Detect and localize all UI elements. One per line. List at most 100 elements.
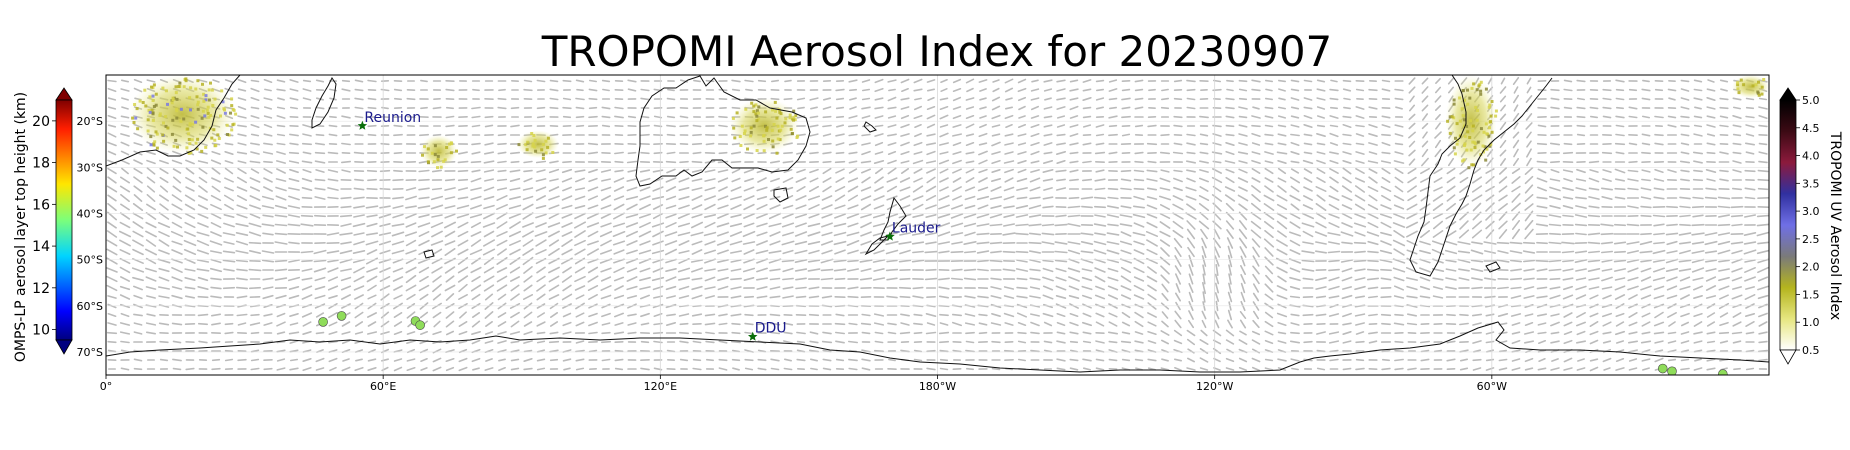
wind-arrow [1704, 240, 1718, 246]
wind-arrow [1290, 185, 1300, 193]
wind-arrow [471, 320, 481, 328]
wind-arrow [1121, 311, 1131, 319]
wind-arrow [834, 322, 846, 326]
wind-arrow [989, 213, 1003, 219]
wind-arrow [1434, 148, 1442, 158]
wind-arrow [1536, 241, 1548, 245]
wind-arrow [185, 295, 195, 299]
wind-arrow [1146, 178, 1158, 182]
wind-arrow [379, 169, 391, 173]
wind-arrow [860, 322, 872, 326]
wind-arrow [691, 277, 703, 281]
wind-arrow [1409, 95, 1415, 103]
aerosol-pixel [526, 140, 530, 144]
wind-arrow [1054, 250, 1068, 254]
wind-arrow [977, 204, 989, 210]
aerosol-pixel [762, 134, 766, 137]
wind-arrow [626, 276, 638, 282]
wind-arrow [925, 142, 937, 146]
aerosol-pixel [1463, 118, 1466, 122]
aerosol-pixel [132, 121, 136, 124]
wind-arrow [1421, 86, 1429, 94]
aerosol-pixel [1479, 89, 1483, 93]
aerosol-pixel [131, 116, 135, 120]
wind-arrow [1600, 223, 1614, 227]
wind-arrow [496, 267, 508, 273]
wind-arrow [341, 142, 351, 146]
wind-arrow [717, 268, 729, 272]
wind-arrow [145, 322, 157, 326]
wind-arrow [1705, 268, 1717, 272]
wind-arrow [912, 250, 924, 254]
wind-arrow [1535, 223, 1549, 227]
wind-arrow [1524, 331, 1534, 335]
wind-arrow [263, 124, 273, 128]
wind-arrow [1069, 133, 1079, 137]
wind-arrow [236, 313, 248, 317]
wind-arrow [132, 230, 144, 238]
wind-arrow [1081, 276, 1093, 282]
wind-arrow [1641, 151, 1651, 155]
wind-arrow [523, 349, 533, 353]
wind-arrow [979, 97, 987, 101]
wind-arrow [263, 177, 273, 183]
wind-arrow [1329, 97, 1339, 101]
wind-arrow [1173, 186, 1183, 192]
wind-arrow [1394, 168, 1404, 174]
wind-arrow [522, 239, 534, 247]
wind-arrow [430, 204, 444, 210]
wind-arrow [314, 285, 326, 291]
wind-arrow [120, 312, 130, 318]
wind-arrow [1146, 231, 1158, 237]
wind-arrow [276, 142, 286, 146]
wind-arrow [379, 285, 391, 291]
aerosol-pixel [794, 114, 798, 118]
wind-arrow [1614, 223, 1626, 227]
aerosol-pixel [735, 111, 739, 115]
wind-arrow [924, 250, 938, 254]
wind-arrow [1265, 88, 1273, 92]
wind-arrow [536, 169, 546, 173]
wind-arrow [1653, 196, 1665, 200]
wind-arrow [121, 97, 129, 101]
wind-arrow [965, 177, 975, 183]
wind-arrow [1003, 312, 1015, 318]
wind-arrow [822, 142, 832, 146]
wind-arrow [210, 267, 222, 273]
omps-lp-points [318, 311, 1728, 375]
aerosol-pixel [531, 144, 535, 148]
wind-arrow [548, 195, 560, 201]
wind-arrow [926, 150, 936, 156]
wind-arrow [1146, 275, 1158, 283]
wind-arrow [626, 267, 638, 273]
wind-arrow [1745, 367, 1755, 371]
wind-arrow [209, 240, 223, 246]
wind-arrow [1588, 187, 1600, 191]
wind-arrow [1069, 367, 1079, 371]
wind-arrow [639, 240, 651, 246]
wind-arrow [860, 221, 872, 229]
wind-arrow [1628, 340, 1638, 344]
wind-arrow [235, 250, 249, 254]
wind-arrow [979, 106, 987, 110]
wind-arrow [549, 349, 559, 353]
wind-arrow [263, 142, 273, 146]
wind-arrow [886, 177, 898, 183]
wind-arrow [743, 222, 755, 228]
wind-arrow [458, 283, 468, 293]
aerosol-pixel [161, 133, 165, 137]
aerosol-pixel [184, 77, 188, 81]
wind-arrow [1096, 106, 1104, 110]
wind-arrow [1201, 245, 1207, 259]
wind-arrow [744, 177, 754, 183]
wind-arrow [1265, 97, 1273, 101]
wind-arrow [393, 285, 403, 291]
wind-arrow [704, 295, 716, 299]
wind-arrow [1743, 241, 1757, 245]
wind-arrow [925, 268, 937, 272]
wind-arrow [639, 267, 651, 273]
aerosol-pixel [754, 103, 758, 107]
wind-arrow [1239, 246, 1247, 258]
wind-arrow [314, 294, 326, 300]
wind-arrow [1393, 276, 1405, 282]
